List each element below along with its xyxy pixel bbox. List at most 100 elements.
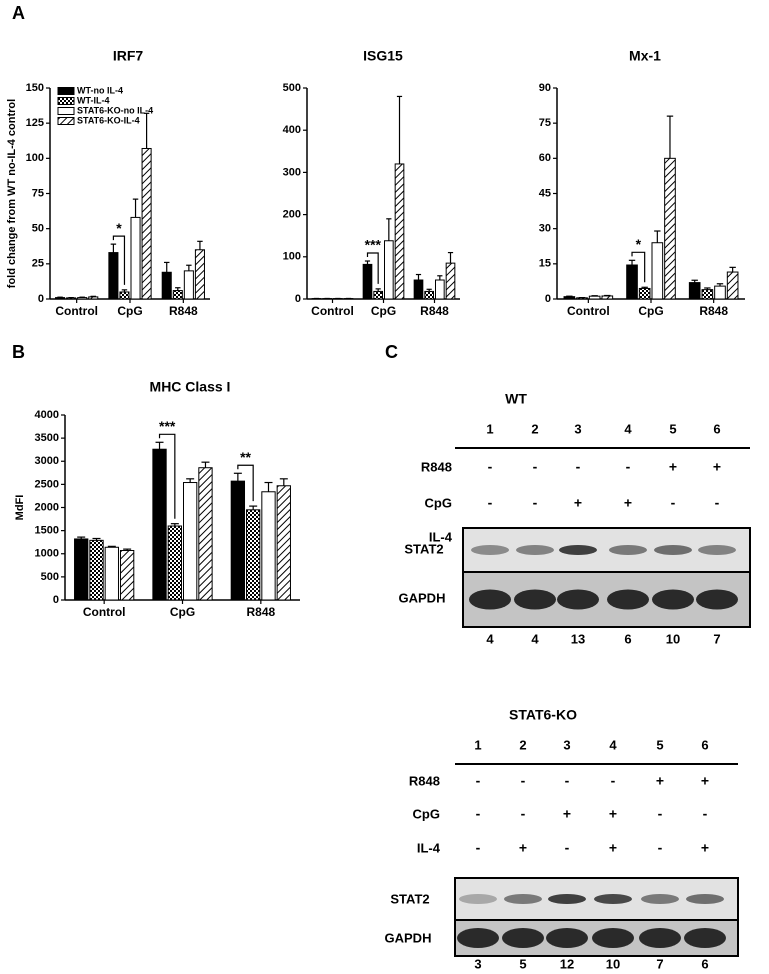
quantification: 5 xyxy=(519,956,526,971)
bar xyxy=(246,509,261,601)
bar xyxy=(373,290,383,300)
condition-sign: - xyxy=(476,840,481,856)
condition-sign: + xyxy=(656,773,664,789)
x-tick-label: Control xyxy=(55,304,98,318)
y-tick-label: 0 xyxy=(295,293,301,305)
condition-sign: - xyxy=(626,459,631,475)
blot-title: STAT6-KO xyxy=(509,707,577,723)
significance-bracket xyxy=(237,464,254,502)
condition-sign: + xyxy=(713,459,721,475)
band xyxy=(696,589,738,610)
condition-sign: - xyxy=(715,495,720,511)
condition-sign: - xyxy=(521,806,526,822)
chart-title: MHC Class I xyxy=(150,379,231,395)
y-tick-label: 3500 xyxy=(35,432,59,444)
bar xyxy=(152,448,167,601)
lane-number: 4 xyxy=(609,737,617,752)
quantification: 7 xyxy=(656,956,663,971)
y-tick-label: 100 xyxy=(26,152,44,164)
significance-bracket xyxy=(366,252,379,284)
condition-sign: - xyxy=(488,459,493,475)
panel-label: A xyxy=(12,3,25,23)
x-tick-label: R848 xyxy=(169,304,198,318)
lane-number: 3 xyxy=(563,737,570,752)
significance-label: *** xyxy=(159,418,176,434)
lane-number: 3 xyxy=(574,421,581,436)
band xyxy=(609,545,647,555)
y-tick-label: 150 xyxy=(26,82,44,94)
condition-label: R848 xyxy=(409,773,440,788)
y-tick-label: 75 xyxy=(539,117,551,129)
condition-sign: - xyxy=(658,840,663,856)
chart-title: IRF7 xyxy=(113,48,144,64)
lane-number: 1 xyxy=(486,421,493,436)
legend-label: WT-no IL-4 xyxy=(77,85,123,95)
x-tick-label: R848 xyxy=(699,304,728,318)
bar xyxy=(108,252,119,300)
band xyxy=(652,589,694,610)
bar xyxy=(664,157,676,300)
condition-sign: + xyxy=(519,840,527,856)
band xyxy=(548,894,586,904)
condition-label: CpG xyxy=(413,806,440,821)
band xyxy=(594,894,632,904)
condition-sign: - xyxy=(576,459,581,475)
quantification: 4 xyxy=(486,631,494,646)
band xyxy=(504,894,542,904)
quantification: 3 xyxy=(474,956,481,971)
x-tick-label: R848 xyxy=(246,605,275,619)
bar xyxy=(701,289,714,300)
bar xyxy=(563,296,576,300)
y-tick-label: 100 xyxy=(283,251,301,263)
y-tick-label: 300 xyxy=(283,166,301,178)
y-tick-label: 25 xyxy=(32,258,44,270)
lane-number: 4 xyxy=(624,421,632,436)
condition-sign: - xyxy=(488,495,493,511)
bar xyxy=(276,485,291,601)
quantification: 13 xyxy=(571,631,585,646)
bar xyxy=(77,297,88,300)
condition-sign: + xyxy=(609,840,617,856)
condition-sign: - xyxy=(476,806,481,822)
bar xyxy=(167,525,183,601)
condition-sign: - xyxy=(521,773,526,789)
condition-sign: + xyxy=(574,495,582,511)
lane-number: 5 xyxy=(656,737,663,752)
lane-number: 1 xyxy=(474,737,481,752)
band xyxy=(641,894,679,904)
y-tick-label: 500 xyxy=(283,82,301,94)
y-tick-label: 1500 xyxy=(35,525,59,537)
significance-bracket xyxy=(158,433,176,519)
bar xyxy=(362,263,373,300)
bar xyxy=(626,264,638,300)
significance-label: *** xyxy=(365,237,382,253)
band xyxy=(514,589,556,610)
legend-swatch xyxy=(57,117,75,125)
x-tick-label: CpG xyxy=(117,304,142,318)
band xyxy=(592,928,634,948)
bar xyxy=(688,282,701,300)
quantification: 12 xyxy=(560,956,574,971)
y-tick-label: 60 xyxy=(539,152,551,164)
bar xyxy=(183,482,198,601)
quantification: 7 xyxy=(713,631,720,646)
band xyxy=(469,589,511,610)
bar xyxy=(588,295,601,300)
x-tick-label: Control xyxy=(311,304,354,318)
band xyxy=(684,928,726,948)
bar xyxy=(384,240,394,300)
condition-sign: + xyxy=(609,806,617,822)
bar xyxy=(141,147,152,300)
y-tick-label: 45 xyxy=(539,187,551,199)
bar xyxy=(726,271,739,300)
quantification: 6 xyxy=(624,631,631,646)
condition-label: IL-4 xyxy=(429,529,453,544)
bar xyxy=(88,296,99,300)
lane-number: 2 xyxy=(531,421,538,436)
condition-label: R848 xyxy=(421,459,452,474)
lane-number: 6 xyxy=(701,737,708,752)
y-tick-label: 2000 xyxy=(35,501,59,513)
bar xyxy=(119,550,135,601)
bar xyxy=(714,285,726,300)
blot-stat2 xyxy=(462,527,751,573)
